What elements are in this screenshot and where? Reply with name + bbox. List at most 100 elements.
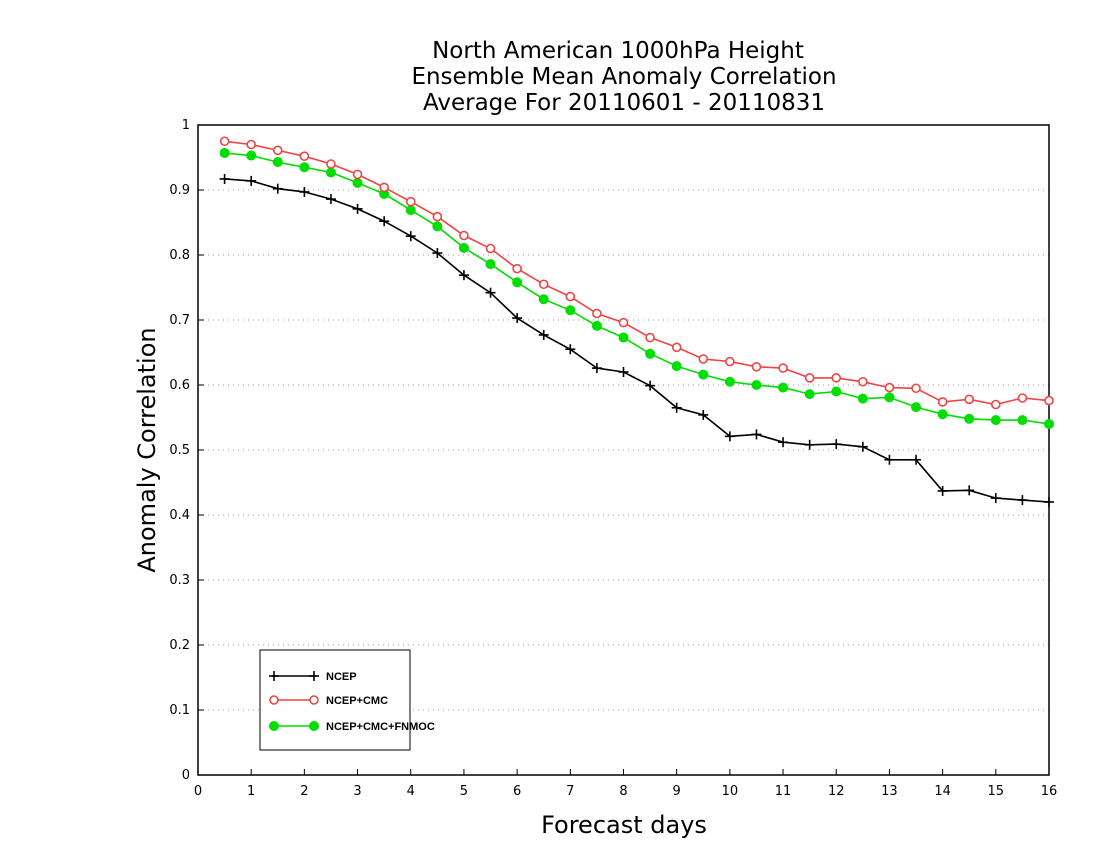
series-ncep xyxy=(219,173,1054,507)
data-point-ncep-cmc xyxy=(778,363,788,373)
data-point-ncep-cmc xyxy=(219,136,230,147)
x-tick-label: 1 xyxy=(247,784,255,799)
data-point-ncep-cmc xyxy=(804,373,815,383)
data-point-ncep-cmc xyxy=(326,159,336,169)
data-point-ncep xyxy=(724,431,735,442)
data-point-ncep-cmc-fnmoc xyxy=(1017,415,1028,426)
data-point-ncep-cmc-fnmoc xyxy=(458,242,469,253)
data-point-ncep xyxy=(272,183,283,194)
data-point-ncep xyxy=(751,429,762,440)
data-point-ncep-cmc-fnmoc xyxy=(778,382,789,393)
data-point-ncep-cmc xyxy=(991,399,1001,410)
data-point-ncep-cmc-fnmoc xyxy=(831,386,842,397)
y-tick-label: 0.7 xyxy=(169,313,190,328)
legend-entry-ncep-cmc-fnmoc: NCEP+CMC+FNMOC xyxy=(269,721,435,733)
legend: NCEP NCEP+CMC NCEP+CMC+FNMOC xyxy=(259,649,435,751)
legend-label-ncep-cmc: NCEP+CMC xyxy=(326,695,388,707)
y-tick-label: 0.9 xyxy=(169,183,190,198)
data-point-ncep xyxy=(618,367,629,377)
data-point-ncep xyxy=(1044,497,1054,507)
chart-title: North American 1000hPa Height Ensemble M… xyxy=(411,38,836,116)
data-point-ncep-cmc-fnmoc xyxy=(751,380,762,390)
data-point-ncep xyxy=(964,485,975,496)
y-tick-label: 0.5 xyxy=(169,443,190,458)
legend-marker-ncep xyxy=(309,671,319,681)
data-point-ncep xyxy=(671,402,682,413)
y-tick-label: 0.3 xyxy=(169,573,190,588)
data-point-ncep-cmc-fnmoc xyxy=(884,392,895,403)
data-point-ncep-cmc xyxy=(592,308,602,319)
data-point-ncep-cmc xyxy=(299,151,310,161)
data-point-ncep-cmc-fnmoc xyxy=(246,150,257,161)
data-point-ncep xyxy=(458,270,469,281)
data-point-ncep-cmc xyxy=(538,279,549,290)
x-tick-label: 10 xyxy=(722,784,739,799)
series-layer xyxy=(219,136,1054,507)
data-point-ncep xyxy=(591,363,602,374)
data-point-ncep-cmc-fnmoc xyxy=(990,415,1001,426)
x-tick-label: 16 xyxy=(1041,784,1058,799)
legend-label-ncep: NCEP xyxy=(326,671,357,683)
x-tick-label: 5 xyxy=(460,784,468,799)
data-point-ncep-cmc-fnmoc xyxy=(432,221,443,232)
y-tick-label: 0.2 xyxy=(169,638,190,653)
y-tick-label: 1 xyxy=(182,118,190,133)
data-point-ncep xyxy=(538,329,549,340)
data-point-ncep-cmc-fnmoc xyxy=(698,369,709,380)
x-axis-label: Forecast days xyxy=(541,811,707,839)
data-point-ncep-cmc xyxy=(405,196,416,207)
x-tick-label: 3 xyxy=(353,784,361,799)
grid xyxy=(198,189,1049,711)
series-ncep-cmc xyxy=(219,136,1054,410)
data-point-ncep xyxy=(432,248,443,259)
data-point-ncep xyxy=(778,437,789,448)
data-point-ncep-cmc xyxy=(858,376,868,387)
y-tick-label: 0.4 xyxy=(169,508,190,523)
x-tick-label: 4 xyxy=(407,784,415,799)
x-tick-label: 7 xyxy=(566,784,574,799)
data-point-ncep-cmc xyxy=(725,356,735,367)
data-point-ncep xyxy=(937,485,948,496)
title-line-1: North American 1000hPa Height xyxy=(432,38,804,64)
data-point-ncep-cmc xyxy=(246,139,256,150)
data-point-ncep-cmc-fnmoc xyxy=(325,167,336,178)
data-point-ncep-cmc xyxy=(272,145,283,156)
x-tick-label: 13 xyxy=(881,784,898,799)
legend-marker-ncep-cmc xyxy=(269,695,279,705)
data-point-ncep xyxy=(1017,495,1028,506)
data-point-ncep-cmc xyxy=(884,382,895,393)
data-point-ncep-cmc-fnmoc xyxy=(911,402,922,413)
data-point-ncep-cmc-fnmoc xyxy=(618,332,629,343)
data-point-ncep-cmc-fnmoc xyxy=(512,277,523,288)
data-point-ncep xyxy=(645,380,656,391)
data-point-ncep xyxy=(485,287,496,298)
x-tick-label: 12 xyxy=(828,784,845,799)
data-point-ncep xyxy=(565,344,576,355)
series-line-ncep-cmc xyxy=(224,140,1050,406)
data-point-ncep-cmc xyxy=(618,317,629,328)
y-axis-label: Anomaly Correlation xyxy=(133,327,161,572)
data-point-ncep xyxy=(990,493,1001,504)
x-tick-label: 6 xyxy=(513,784,521,799)
title-line-3: Average For 20110601 - 20110831 xyxy=(423,90,825,116)
data-point-ncep xyxy=(831,439,842,450)
data-point-ncep-cmc-fnmoc xyxy=(272,157,283,168)
data-point-ncep-cmc-fnmoc xyxy=(937,409,948,420)
y-tick-label: 0.6 xyxy=(169,378,190,393)
data-point-ncep-cmc-fnmoc xyxy=(405,205,416,216)
data-point-ncep-cmc xyxy=(911,383,921,394)
legend-entry-ncep: NCEP xyxy=(269,671,357,683)
data-point-ncep-cmc-fnmoc xyxy=(1044,419,1054,429)
title-line-2: Ensemble Mean Anomaly Correlation xyxy=(411,64,836,90)
data-point-ncep-cmc-fnmoc xyxy=(219,147,230,158)
data-point-ncep-cmc-fnmoc xyxy=(804,389,815,400)
data-point-ncep xyxy=(379,216,390,227)
data-point-ncep xyxy=(325,194,336,205)
data-point-ncep xyxy=(804,439,815,450)
data-point-ncep-cmc xyxy=(459,230,469,241)
x-tick-label: 15 xyxy=(988,784,1005,799)
data-point-ncep-cmc xyxy=(512,263,522,274)
legend-marker-ncep-cmc xyxy=(309,695,319,705)
y-tick-label: 0.1 xyxy=(169,703,190,718)
